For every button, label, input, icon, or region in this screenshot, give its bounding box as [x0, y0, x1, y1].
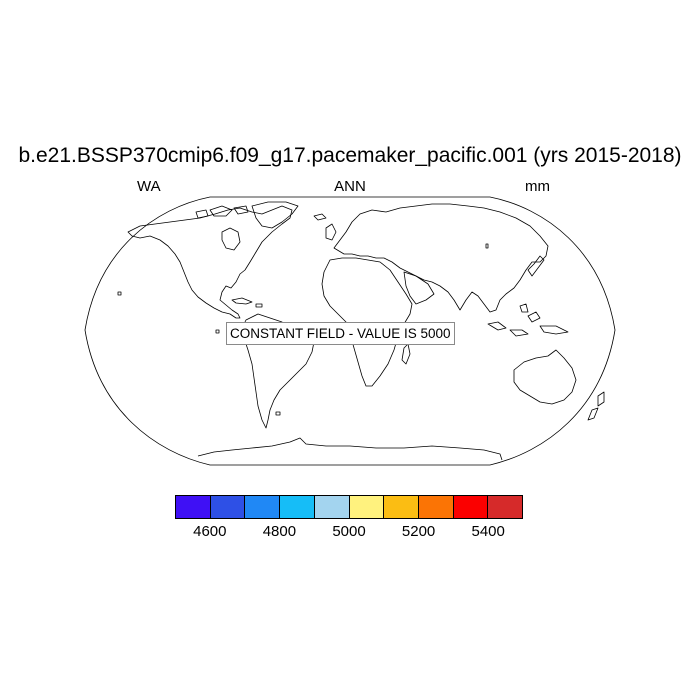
antarctica-coast — [197, 437, 503, 461]
colorbar-tick-label: 5000 — [332, 523, 366, 540]
japan-coast — [527, 255, 545, 277]
australia-coast — [513, 349, 577, 405]
north-america-coast — [127, 205, 293, 319]
indonesia-coast — [487, 303, 569, 337]
colorbar-swatch — [245, 496, 281, 518]
greenland-coast — [251, 201, 299, 229]
colorbar-swatch — [280, 496, 315, 518]
units-label: mm — [525, 178, 550, 195]
constant-field-label: CONSTANT FIELD - VALUE IS 5000 — [226, 322, 455, 345]
colorbar-swatch — [453, 496, 489, 518]
madagascar-coast — [401, 343, 411, 365]
colorbar-tick-label: 5400 — [471, 523, 505, 540]
hudson-bay-coast — [221, 227, 241, 251]
africa-coast — [321, 257, 413, 387]
colorbar-swatch — [384, 496, 419, 518]
eurasia-coast — [333, 203, 549, 313]
plot-title: b.e21.BSSP370cmip6.f09_g17.pacemaker_pac… — [18, 144, 682, 167]
iceland-coast — [313, 213, 327, 221]
caribbean-coast — [231, 297, 263, 308]
colorbar-swatch — [176, 496, 211, 518]
variable-label: WA — [137, 178, 161, 195]
map-frame — [84, 196, 616, 466]
colorbar-swatch — [314, 496, 350, 518]
arabia-coast — [403, 271, 435, 305]
colorbar — [175, 495, 523, 519]
colorbar-swatch — [349, 496, 385, 518]
coastlines — [117, 201, 605, 461]
new-zealand-coast — [587, 391, 605, 421]
colorbar-swatch — [418, 496, 454, 518]
colorbar-tick-label: 5200 — [401, 523, 436, 540]
arctic-islands-coast — [195, 205, 249, 219]
colorbar-swatch — [488, 496, 523, 518]
uk-coast — [325, 223, 337, 241]
colorbar-tick-label: 4800 — [262, 523, 297, 540]
small-islands — [117, 243, 489, 416]
season-label: ANN — [334, 178, 366, 195]
colorbar-tick-label: 4600 — [193, 523, 227, 540]
colorbar-swatch — [210, 496, 246, 518]
